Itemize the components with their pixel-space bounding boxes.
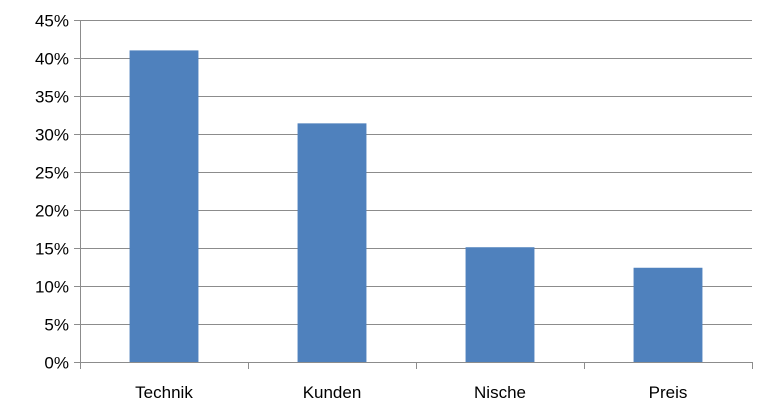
y-tick-label: 25% — [35, 164, 69, 183]
y-tick-label: 40% — [35, 50, 69, 69]
y-tick-label: 35% — [35, 88, 69, 107]
y-tick-label: 10% — [35, 278, 69, 297]
x-tick-label: Technik — [135, 383, 193, 402]
y-tick-label: 0% — [44, 354, 69, 373]
y-tick-label: 5% — [44, 316, 69, 335]
x-tick-label: Kunden — [303, 383, 362, 402]
y-tick-label: 20% — [35, 202, 69, 221]
bar-nische — [465, 247, 535, 362]
x-axis-tick-labels: Technik Kunden Nische Preis — [135, 383, 687, 402]
bar-technik — [129, 50, 199, 363]
bar-kunden — [297, 123, 367, 362]
bars — [129, 50, 703, 363]
y-axis-tick-labels: 0% 5% 10% 15% 20% 25% 30% 35% 40% 45% — [35, 12, 69, 373]
x-tick-label: Preis — [649, 383, 688, 402]
bar-preis — [633, 267, 703, 362]
y-tick-label: 30% — [35, 126, 69, 145]
y-tick-label: 15% — [35, 240, 69, 259]
x-tick-label: Nische — [474, 383, 526, 402]
axes — [74, 20, 753, 369]
y-tick-label: 45% — [35, 12, 69, 31]
